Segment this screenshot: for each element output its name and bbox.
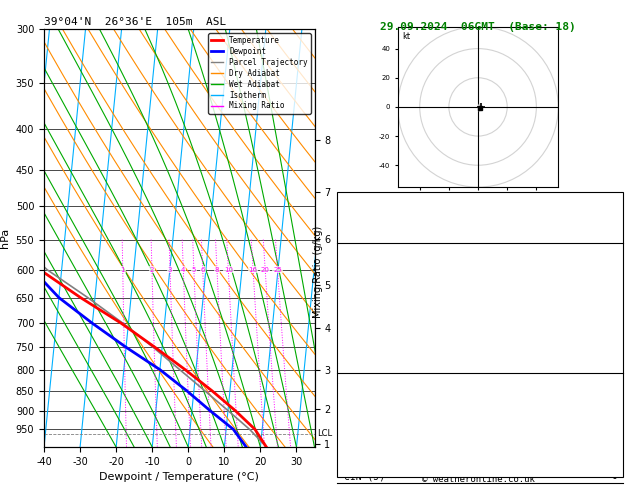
Y-axis label: km
ASL: km ASL [338, 238, 356, 260]
Text: Lifted Index: Lifted Index [344, 434, 415, 445]
Text: 4: 4 [181, 267, 186, 273]
Legend: Temperature, Dewpoint, Parcel Trajectory, Dry Adiabat, Wet Adiabat, Isotherm, Mi: Temperature, Dewpoint, Parcel Trajectory… [208, 33, 311, 114]
Text: 10: 10 [224, 267, 233, 273]
Text: θₑ(K): θₑ(K) [344, 305, 374, 315]
Text: 327: 327 [600, 305, 618, 315]
Text: Mixing Ratio (g/kg): Mixing Ratio (g/kg) [313, 226, 323, 318]
Text: 1.36: 1.36 [594, 231, 618, 242]
Text: 5: 5 [612, 434, 618, 445]
Text: CAPE (J): CAPE (J) [344, 342, 391, 352]
Text: 0: 0 [612, 342, 618, 352]
Text: K: K [344, 194, 350, 205]
Text: 25: 25 [273, 267, 282, 273]
Text: 20: 20 [261, 267, 270, 273]
Text: 16: 16 [606, 287, 618, 297]
Text: 16: 16 [248, 267, 257, 273]
Text: 21.6: 21.6 [594, 268, 618, 278]
Text: 0: 0 [612, 361, 618, 371]
Text: 39°04'N  26°36'E  105m  ASL: 39°04'N 26°36'E 105m ASL [44, 17, 226, 27]
Text: 5: 5 [192, 267, 196, 273]
Text: 5: 5 [612, 324, 618, 334]
Text: Lifted Index: Lifted Index [344, 324, 415, 334]
Text: © weatheronline.co.uk: © weatheronline.co.uk [421, 474, 535, 484]
Text: 1: 1 [121, 267, 125, 273]
Text: PW (cm): PW (cm) [344, 231, 385, 242]
Text: 3: 3 [168, 267, 172, 273]
Text: Temp (°C): Temp (°C) [344, 268, 397, 278]
Text: 2: 2 [150, 267, 154, 273]
Text: 327: 327 [600, 416, 618, 426]
Text: 8: 8 [214, 267, 220, 273]
Text: CIN (J): CIN (J) [344, 361, 385, 371]
Text: Totals Totals: Totals Totals [344, 213, 420, 223]
X-axis label: Dewpoint / Temperature (°C): Dewpoint / Temperature (°C) [99, 472, 259, 483]
Text: 6: 6 [201, 267, 205, 273]
Text: CAPE (J): CAPE (J) [344, 453, 391, 463]
Text: 0: 0 [612, 471, 618, 482]
Text: 999: 999 [600, 398, 618, 408]
Text: CIN (J): CIN (J) [344, 471, 385, 482]
Text: Dewp (°C): Dewp (°C) [344, 287, 397, 297]
Text: 29.09.2024  06GMT  (Base: 18): 29.09.2024 06GMT (Base: 18) [380, 22, 576, 32]
Text: Pressure (mb): Pressure (mb) [344, 398, 420, 408]
Text: -1: -1 [606, 194, 618, 205]
Text: kt: kt [403, 32, 411, 40]
Y-axis label: hPa: hPa [0, 228, 10, 248]
Text: LCL: LCL [317, 429, 332, 438]
Text: Surface: Surface [459, 250, 500, 260]
Text: θₑ (K): θₑ (K) [344, 416, 379, 426]
Text: Most Unstable: Most Unstable [442, 379, 518, 389]
Text: 29: 29 [606, 213, 618, 223]
Text: 0: 0 [612, 453, 618, 463]
